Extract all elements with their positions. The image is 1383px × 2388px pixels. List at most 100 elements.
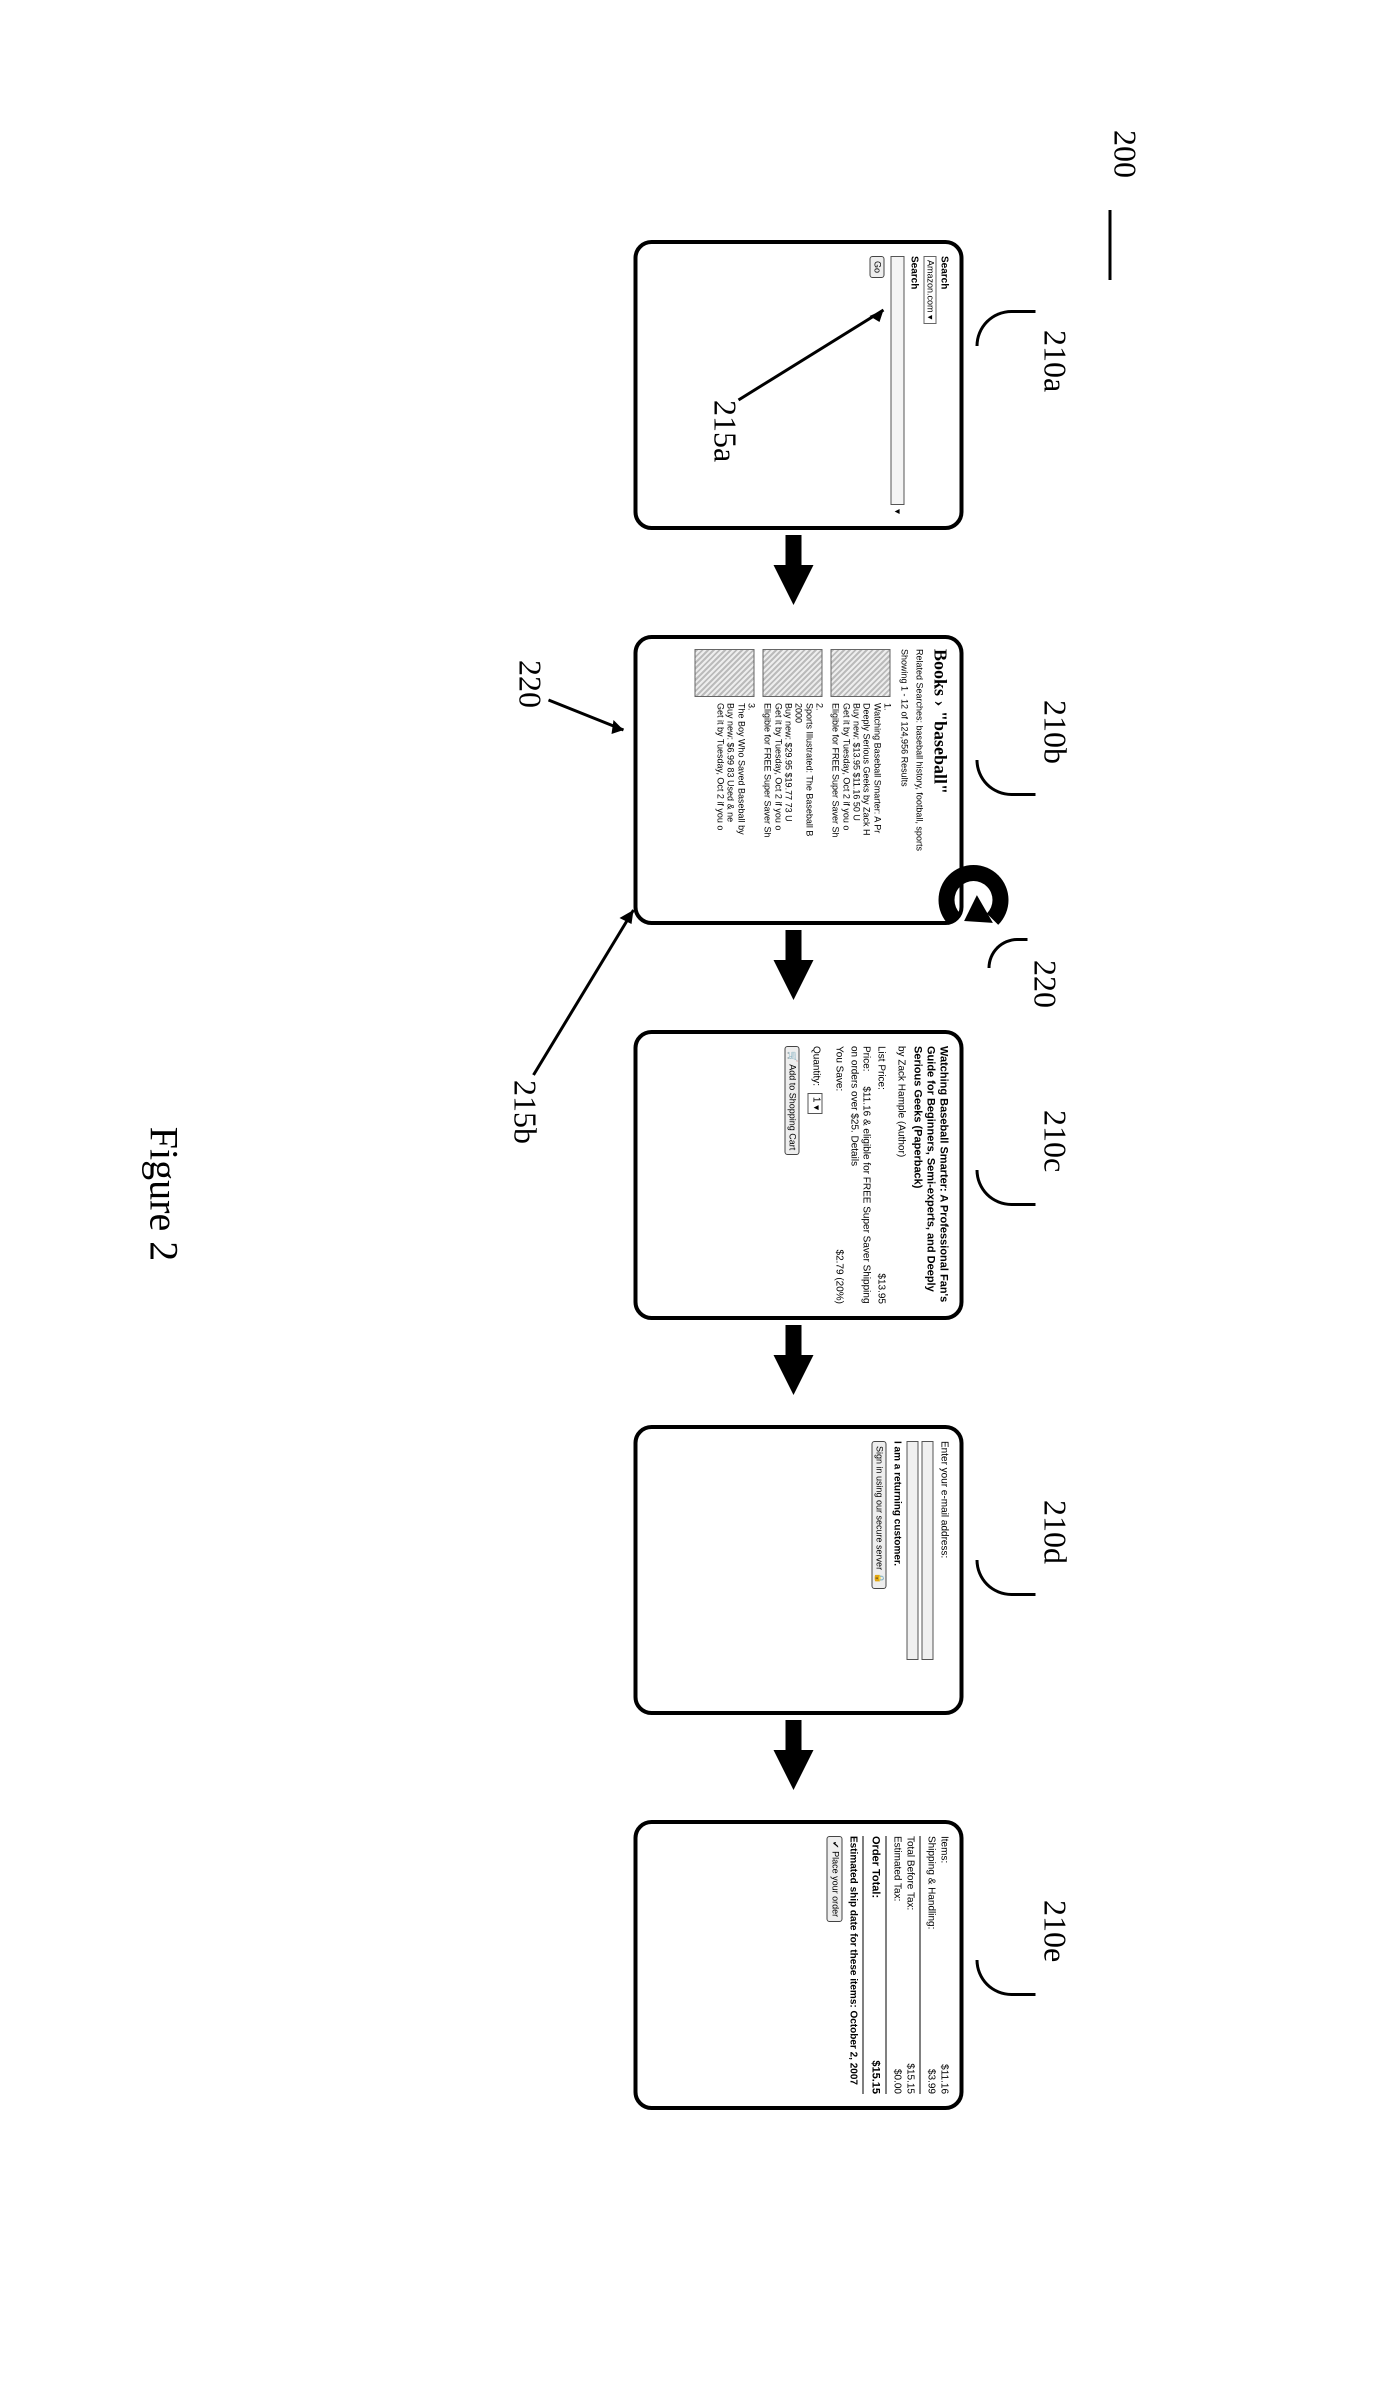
- product-title: Watching Baseball Smarter: A Professiona…: [909, 1046, 949, 1304]
- result-title: The Boy Who Saved Baseball by: [735, 703, 745, 911]
- search-result[interactable]: 1.Watching Baseball Smarter: A PrDeeply …: [830, 649, 892, 911]
- order-line-label: Items:: [937, 1836, 950, 1863]
- result-eligibility: Eligible for FREE Super Saver Sh: [830, 703, 840, 911]
- label-215b: 215b: [506, 1080, 543, 1144]
- signin-button[interactable]: Sign in using our secure server 🔒: [871, 1441, 886, 1589]
- result-title: Sports Illustrated: The Baseball B: [803, 703, 813, 911]
- order-line-value: $0.00: [890, 2069, 903, 2094]
- leader-210e: [975, 1960, 1035, 1996]
- diagram-number-dash: [1108, 210, 1111, 280]
- result-index: 1.: [882, 703, 892, 911]
- result-delivery: Get it by Tuesday, Oct 2 if you o: [715, 703, 725, 911]
- label-210b: 210b: [1036, 700, 1073, 764]
- divider: [885, 1836, 886, 2094]
- result-delivery: Get it by Tuesday, Oct 2 if you o: [840, 703, 850, 911]
- arrow-flow: [773, 960, 813, 1000]
- divider: [919, 1836, 920, 2094]
- product-thumbnail: [694, 649, 754, 697]
- order-line: Items: $11.16: [937, 1836, 950, 2094]
- order-line-label: Shipping & Handling:: [924, 1836, 937, 1929]
- lock-icon: 🔒: [874, 1573, 884, 1584]
- chevron-down-icon: ▾: [810, 1105, 821, 1110]
- label-210c: 210c: [1036, 1110, 1073, 1172]
- result-subtitle: 2000: [793, 703, 803, 911]
- search-result[interactable]: 3.The Boy Who Saved Baseball byBuy new: …: [715, 649, 756, 911]
- result-price: Buy new: $29.95 $19.77 73 U: [783, 703, 793, 911]
- leader-220-bottom: [543, 690, 633, 750]
- search-result[interactable]: 2.Sports Illustrated: The Baseball B2000…: [762, 649, 824, 911]
- email-field[interactable]: [922, 1441, 934, 1660]
- result-eligibility: Eligible for FREE Super Saver Sh: [762, 703, 772, 911]
- order-total-value: $15.15: [867, 2060, 881, 2094]
- panel-210d: Enter your e-mail address: I am a return…: [633, 1425, 963, 1715]
- label-210e: 210e: [1036, 1900, 1073, 1962]
- result-delivery: Get it by Tuesday, Oct 2 if you o: [772, 703, 782, 911]
- order-line: Total Before Tax: $15.15: [903, 1836, 916, 2094]
- panel-210e: Items: $11.16 Shipping & Handling: $3.99 To…: [633, 1820, 963, 2110]
- arrow-flow: [773, 1355, 813, 1395]
- diagram-canvas: 200 210a 210b 210c 210d 210e 220 Search …: [0, 0, 1383, 2388]
- panel-210b: Books › "baseball" Related Searches: bas…: [633, 635, 963, 925]
- arrow-flow: [773, 565, 813, 605]
- result-price: Buy new: $13.95 $11.16 50 U: [851, 703, 861, 911]
- password-field[interactable]: [907, 1441, 919, 1660]
- breadcrumb: Books › "baseball": [929, 649, 952, 911]
- label-210a: 210a: [1036, 330, 1073, 392]
- result-count: Showing 1 - 12 of 124,956 Results: [898, 649, 909, 911]
- order-line-value: $11.16: [937, 2064, 950, 2094]
- diagram-number: 200: [1106, 130, 1143, 178]
- email-prompt: Enter your e-mail address:: [937, 1441, 950, 1699]
- order-line: Shipping & Handling: $3.99: [924, 1836, 937, 2094]
- related-searches: Related Searches: baseball history, foot…: [913, 649, 924, 911]
- product-author: by Zack Hample (Author): [894, 1046, 907, 1304]
- arrow-flow: [773, 1750, 813, 1790]
- label-220-top: 220: [1026, 960, 1063, 1008]
- list-price-value: $13.95: [873, 1273, 886, 1304]
- quantity-label: Quantity:: [810, 1046, 821, 1086]
- order-line: Estimated Tax: $0.00: [890, 1836, 903, 2094]
- label-220-bottom: 220: [511, 660, 548, 708]
- leader-215a: [733, 300, 893, 410]
- loop-arrow-icon: [938, 865, 1008, 935]
- leader-210d: [975, 1560, 1035, 1596]
- returning-customer-text: I am a returning customer.: [890, 1441, 903, 1699]
- check-icon: ✔: [830, 1841, 840, 1849]
- leader-210b: [975, 760, 1035, 796]
- price-label: Price:: [860, 1046, 871, 1072]
- product-thumbnail: [762, 649, 822, 697]
- order-line-value: $15.15: [903, 2063, 916, 2094]
- save-label: You Save:: [832, 1046, 845, 1091]
- result-subtitle: Deeply Serious Geeks by Zack H: [861, 703, 871, 911]
- order-line-label: Estimated Tax:: [890, 1836, 903, 1901]
- divider: [862, 1836, 863, 2094]
- figure-caption: Figure 2: [140, 1127, 187, 1261]
- leader-220-top: [987, 938, 1027, 968]
- place-order-button[interactable]: ✔ Place your order: [827, 1836, 842, 1922]
- go-button[interactable]: Go: [869, 256, 884, 278]
- order-line-value: $3.99: [924, 2069, 937, 2094]
- product-thumbnail: [830, 649, 890, 697]
- add-to-cart-button[interactable]: 🛒 Add to Shopping Cart: [784, 1046, 799, 1155]
- search-heading: Search: [937, 256, 950, 514]
- search-label: Search: [907, 256, 920, 514]
- site-dropdown[interactable]: Amazon.com ▾: [923, 256, 936, 324]
- price-value: $11.16 & eligible for FREE Super Saver S…: [848, 1046, 872, 1304]
- panel-210c: Watching Baseball Smarter: A Professiona…: [633, 1030, 963, 1320]
- order-total-label: Order Total:: [867, 1836, 881, 1898]
- dropdown-icon[interactable]: ▾: [889, 509, 902, 514]
- label-210d: 210d: [1036, 1500, 1073, 1564]
- result-index: 3.: [746, 703, 756, 911]
- leader-210c: [975, 1170, 1035, 1206]
- result-title: Watching Baseball Smarter: A Pr: [871, 703, 881, 911]
- order-line-label: Total Before Tax:: [903, 1836, 916, 1910]
- leader-210a: [975, 310, 1035, 346]
- result-index: 2.: [814, 703, 824, 911]
- save-value: $2.79 (20%): [832, 1250, 845, 1304]
- list-price-label: List Price:: [873, 1046, 886, 1090]
- result-price: Buy new: $6.99 83 Used & ne: [725, 703, 735, 911]
- chevron-down-icon: ▾: [926, 315, 936, 320]
- leader-215b: [523, 900, 643, 1080]
- quantity-select[interactable]: 1 ▾: [807, 1093, 822, 1114]
- ship-date-text: Estimated ship date for these items: Oct…: [846, 1836, 859, 2094]
- cart-icon: 🛒: [787, 1051, 797, 1062]
